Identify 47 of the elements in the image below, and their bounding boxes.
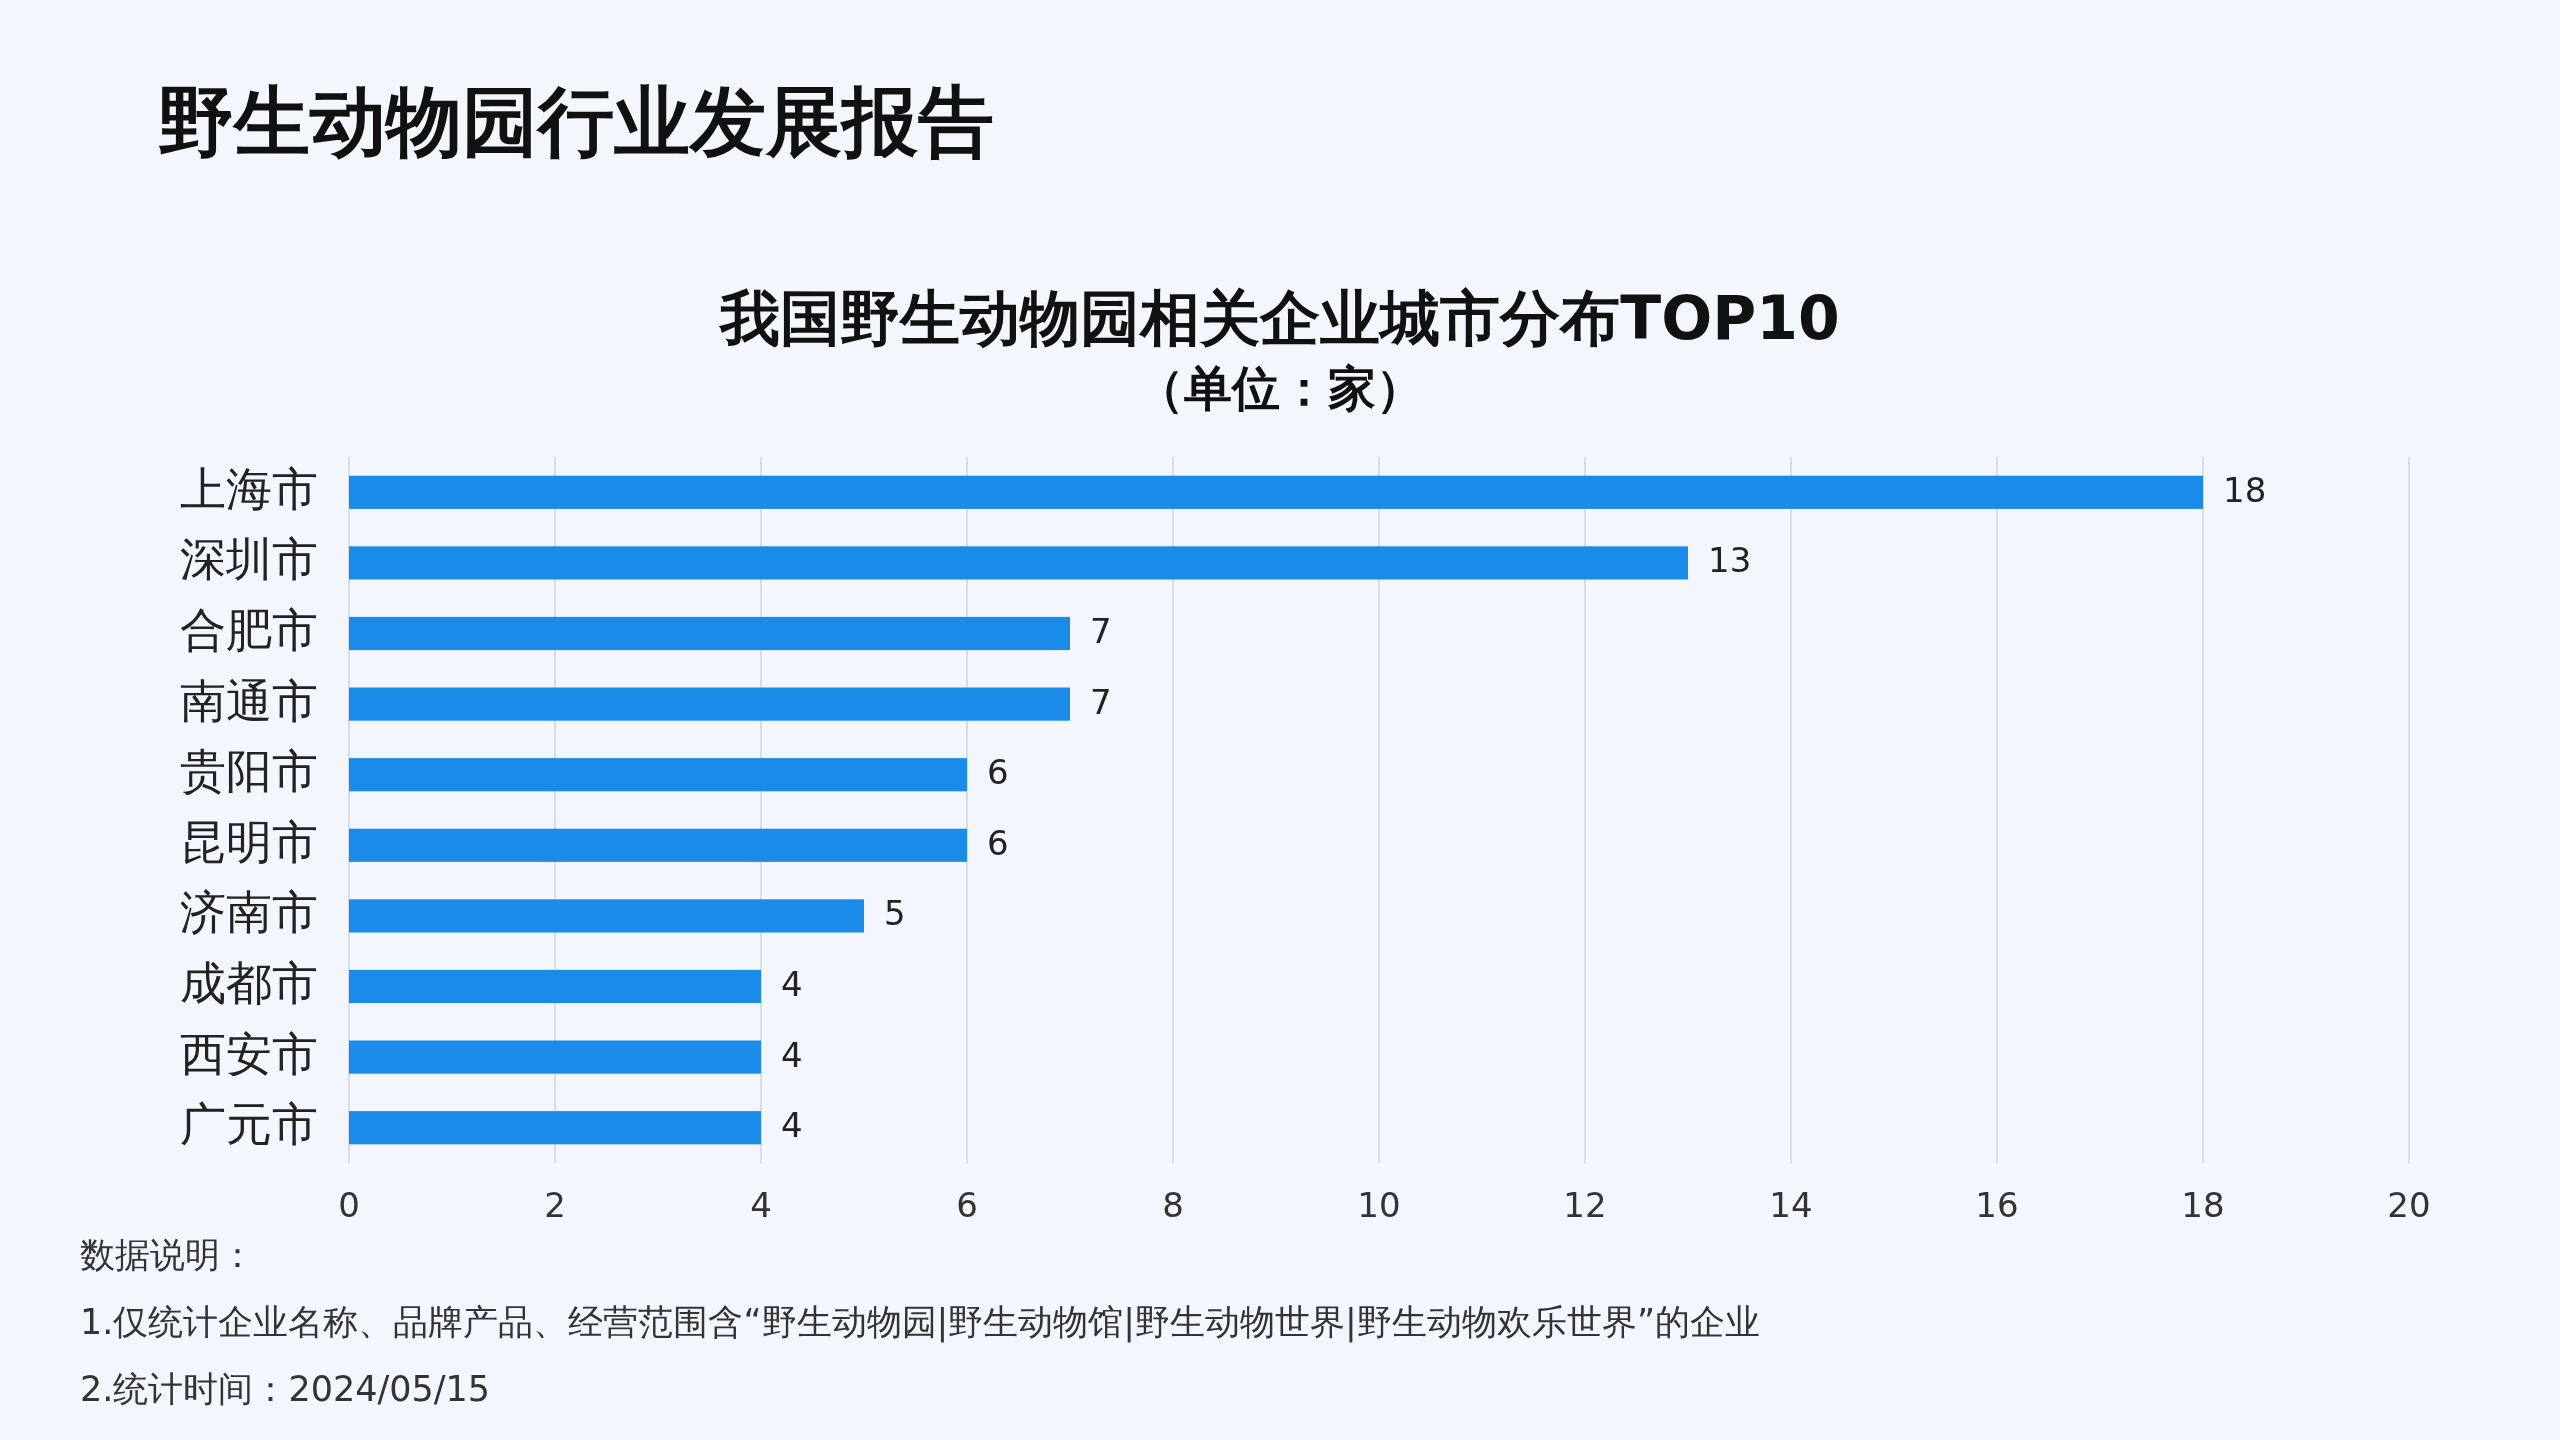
y-tick-label: 广元市 xyxy=(180,1097,318,1152)
x-tick-label: 18 xyxy=(2181,1184,2225,1225)
text: 2.统计时间：2024/05/15 xyxy=(80,1369,491,1409)
x-tick-label: 14 xyxy=(1769,1184,1813,1225)
bar xyxy=(349,828,967,862)
data-label: 4 xyxy=(781,964,803,1004)
x-tick-label: 4 xyxy=(750,1184,772,1225)
data-label: 7 xyxy=(1090,611,1112,651)
x-tick-label: 10 xyxy=(1357,1184,1401,1225)
y-tick-label: 深圳市 xyxy=(180,532,318,587)
bar xyxy=(349,1040,761,1074)
bar xyxy=(349,475,2203,509)
y-tick-label: 合肥市 xyxy=(180,603,318,657)
data-label: 18 xyxy=(2223,469,2267,510)
x-tick-label: 2 xyxy=(544,1184,566,1225)
bar xyxy=(349,969,761,1004)
y-tick-label: 南通市 xyxy=(180,673,318,728)
y-tick-label: 西安市 xyxy=(180,1026,318,1081)
chart-title: 我国野生动物园相关企业城市分布TOP10 xyxy=(718,282,1840,353)
text: 野生动物园行业发展报告 xyxy=(158,76,994,166)
bar xyxy=(349,1111,761,1145)
data-label: 6 xyxy=(987,752,1009,793)
chart-subtitle: （单位：家） xyxy=(1136,360,1424,416)
x-tick-label: 0 xyxy=(338,1184,360,1225)
bar xyxy=(349,758,967,792)
x-tick-label: 8 xyxy=(1162,1184,1184,1225)
x-tick-label: 6 xyxy=(956,1184,978,1225)
x-tick-label: 12 xyxy=(1563,1184,1607,1225)
text: 1.仅统计企业名称、品牌产品、经营范围含“野生动物园|野生动物馆|野生动物世界|野生动物欢乐世界”的企业 xyxy=(80,1302,1761,1343)
y-tick-label: 成都市 xyxy=(180,956,318,1010)
bar xyxy=(349,546,1688,580)
x-tick-label: 20 xyxy=(2387,1184,2431,1225)
bar xyxy=(349,899,864,933)
x-tick-label: 16 xyxy=(1975,1184,2019,1225)
data-label: 5 xyxy=(884,893,906,934)
bar xyxy=(349,687,1070,721)
data-label: 4 xyxy=(781,1105,803,1146)
bar xyxy=(349,616,1070,651)
y-tick-label: 济南市 xyxy=(180,885,318,940)
data-label: 13 xyxy=(1708,540,1752,581)
data-label: 6 xyxy=(987,822,1009,863)
y-tick-label: 上海市 xyxy=(180,461,318,516)
data-label: 4 xyxy=(781,1034,803,1075)
data-label: 7 xyxy=(1090,681,1112,722)
text: 数据说明： xyxy=(80,1235,255,1275)
y-tick-label: 贵阳市 xyxy=(180,744,318,799)
y-tick-label: 昆明市 xyxy=(180,814,318,869)
